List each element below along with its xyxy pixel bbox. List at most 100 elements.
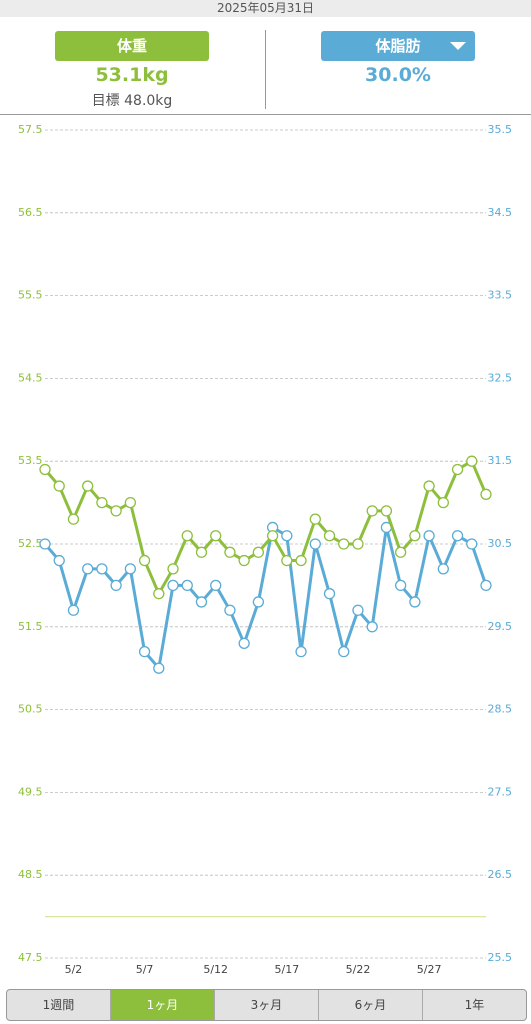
data-point xyxy=(238,554,250,567)
y-tick-label: 49.5 xyxy=(18,785,43,798)
data-point xyxy=(167,579,179,592)
series-line xyxy=(43,525,488,670)
data-point xyxy=(167,563,179,575)
data-point xyxy=(39,463,51,476)
data-point xyxy=(153,662,165,674)
y-tick-label: 53.5 xyxy=(18,454,43,467)
range-tab[interactable]: 1年 xyxy=(464,998,485,1012)
data-point xyxy=(224,604,236,616)
data-point xyxy=(323,530,336,542)
y-tick-label: 52.5 xyxy=(18,537,43,550)
data-point xyxy=(67,604,80,616)
data-point xyxy=(466,455,478,467)
data-point xyxy=(181,579,193,592)
data-point xyxy=(409,530,421,542)
data-point xyxy=(67,513,80,525)
data-point xyxy=(281,530,293,542)
y-tick-label: 47.5 xyxy=(18,951,43,964)
data-point xyxy=(224,546,236,558)
data-point xyxy=(451,530,464,542)
data-point xyxy=(124,496,137,509)
data-point xyxy=(96,496,108,509)
data-point xyxy=(366,621,378,633)
data-point xyxy=(195,596,208,608)
data-point xyxy=(295,554,307,567)
data-point xyxy=(110,505,122,517)
y2-tick-label: 30.5 xyxy=(488,537,513,550)
data-point xyxy=(181,530,193,542)
data-point xyxy=(210,579,222,592)
data-point xyxy=(309,538,321,550)
y-tick-label: 48.5 xyxy=(18,868,43,881)
y-tick-label: 54.5 xyxy=(18,371,43,384)
data-point xyxy=(53,480,65,492)
data-point xyxy=(138,554,151,567)
x-tick-label: 5/22 xyxy=(346,963,371,976)
data-point xyxy=(82,563,94,575)
y2-tick-label: 32.5 xyxy=(488,371,513,384)
data-point xyxy=(394,579,407,592)
date-bar: 2025年05月31日 xyxy=(0,0,531,17)
fat-button-label: 体脂肪 xyxy=(375,37,421,55)
data-point xyxy=(437,563,449,575)
data-point xyxy=(124,563,137,575)
data-point xyxy=(252,546,265,558)
data-point xyxy=(295,645,307,658)
weight-button[interactable]: 体重 xyxy=(55,31,209,61)
y2-tick-label: 29.5 xyxy=(488,620,513,633)
y2-tick-label: 35.5 xyxy=(488,123,513,136)
dropdown-arrow xyxy=(450,42,466,50)
y2-tick-label: 26.5 xyxy=(488,868,513,881)
y2-tick-label: 27.5 xyxy=(488,785,513,798)
data-point xyxy=(309,513,321,525)
data-point xyxy=(195,546,208,558)
weight-value: 53.1kg xyxy=(95,64,169,86)
data-point xyxy=(110,579,122,592)
data-point xyxy=(352,538,364,550)
data-point xyxy=(153,588,165,600)
range-tab[interactable]: 6ヶ月 xyxy=(319,990,423,1020)
x-tick-label: 5/2 xyxy=(65,963,83,976)
data-point xyxy=(338,645,350,658)
range-tab[interactable]: 1週間 xyxy=(7,990,111,1020)
data-point xyxy=(366,505,378,517)
header-rule xyxy=(0,114,531,115)
data-point xyxy=(281,554,293,567)
data-point xyxy=(451,463,464,476)
y2-tick-label: 31.5 xyxy=(488,454,513,467)
y-tick-label: 50.5 xyxy=(18,703,43,716)
y-tick-label: 51.5 xyxy=(18,620,43,633)
data-point xyxy=(480,579,492,592)
x-tick-label: 5/7 xyxy=(136,963,154,976)
data-point xyxy=(323,588,336,600)
data-point xyxy=(409,596,421,608)
goal-text: 目標 48.0kg xyxy=(91,93,173,109)
data-point xyxy=(338,538,350,550)
x-tick-label: 5/27 xyxy=(417,963,442,976)
range-tabs: 1週間 1ヶ月 3ヶ月 6ヶ月 1年 xyxy=(6,989,527,1021)
y-tick-label: 57.5 xyxy=(18,123,43,136)
fat-button[interactable]: 体脂肪 xyxy=(321,31,475,61)
data-point xyxy=(394,546,407,558)
data-point xyxy=(480,488,492,500)
y2-tick-label: 25.5 xyxy=(488,951,513,964)
x-tick-label: 5/17 xyxy=(274,963,299,976)
data-point xyxy=(380,505,393,517)
data-point xyxy=(423,480,435,492)
range-tab[interactable]: 1ヶ月 xyxy=(111,990,215,1020)
y2-tick-label: 33.5 xyxy=(488,289,513,302)
y2-tick-label: 34.5 xyxy=(488,206,513,219)
data-point xyxy=(352,604,364,616)
range-tab[interactable]: 3ヶ月 xyxy=(215,990,319,1020)
fat-value: 30.0% xyxy=(365,64,431,86)
y-tick-label: 56.5 xyxy=(18,206,43,219)
y-tick-label: 55.5 xyxy=(18,289,43,302)
data-point xyxy=(53,554,65,567)
data-point xyxy=(437,496,449,509)
data-point xyxy=(466,538,478,550)
data-point xyxy=(39,538,51,550)
data-point xyxy=(238,637,250,650)
data-point xyxy=(138,645,151,658)
